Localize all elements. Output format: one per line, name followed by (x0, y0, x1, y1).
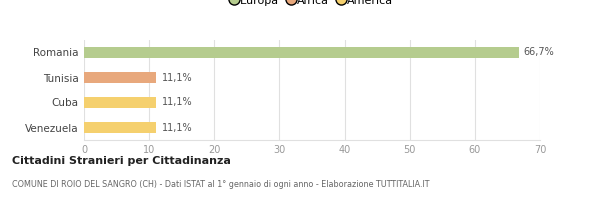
Text: Cittadini Stranieri per Cittadinanza: Cittadini Stranieri per Cittadinanza (12, 156, 231, 166)
Text: 66,7%: 66,7% (524, 47, 554, 58)
Text: 11,1%: 11,1% (161, 98, 192, 108)
Bar (84, 122, 157, 133)
Text: 11,1%: 11,1% (161, 72, 192, 82)
Text: 11,1%: 11,1% (161, 122, 192, 132)
Text: COMUNE DI ROIO DEL SANGRO (CH) - Dati ISTAT al 1° gennaio di ogni anno - Elabora: COMUNE DI ROIO DEL SANGRO (CH) - Dati IS… (12, 180, 430, 189)
Bar (84, 72, 157, 83)
Legend: Europa, Africa, America: Europa, Africa, America (227, 0, 397, 10)
Bar (84, 47, 518, 58)
Bar (84, 97, 157, 108)
